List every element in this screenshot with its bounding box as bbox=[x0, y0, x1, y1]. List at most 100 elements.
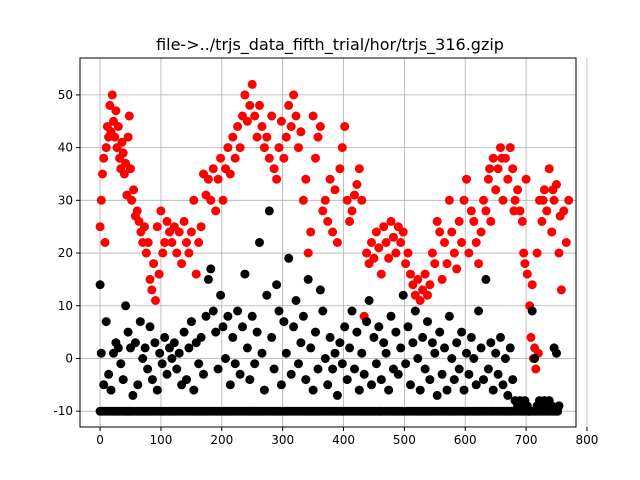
x-tick-label: 800 bbox=[576, 433, 599, 447]
x-axis-ticks: 0 100 200 300 400 500 600 700 800 bbox=[96, 427, 598, 447]
data-point bbox=[420, 364, 430, 374]
data-point bbox=[174, 227, 184, 237]
data-point bbox=[347, 206, 357, 216]
data-point bbox=[493, 369, 503, 379]
data-point bbox=[308, 111, 318, 121]
data-point bbox=[213, 364, 223, 374]
data-point bbox=[444, 311, 454, 321]
data-point bbox=[107, 90, 117, 100]
data-point bbox=[160, 332, 170, 342]
data-point bbox=[255, 238, 264, 247]
data-point bbox=[240, 269, 250, 279]
data-point bbox=[498, 380, 508, 390]
data-point bbox=[500, 354, 510, 363]
x-tick-label: 500 bbox=[393, 433, 416, 447]
data-point bbox=[106, 385, 116, 395]
data-point bbox=[95, 280, 105, 290]
data-point bbox=[337, 143, 347, 153]
data-point bbox=[216, 290, 226, 300]
data-point bbox=[179, 327, 189, 337]
data-point bbox=[147, 285, 157, 295]
data-point bbox=[289, 322, 299, 332]
data-point bbox=[105, 100, 115, 110]
data-point bbox=[457, 238, 467, 247]
data-point bbox=[542, 206, 552, 216]
data-point bbox=[308, 385, 318, 395]
data-point bbox=[442, 385, 452, 395]
data-point bbox=[462, 348, 471, 358]
data-point bbox=[152, 222, 162, 232]
data-point bbox=[126, 164, 135, 174]
data-point bbox=[116, 359, 126, 369]
data-point bbox=[357, 348, 367, 358]
data-point bbox=[379, 338, 389, 348]
x-tick-label: 0 bbox=[96, 433, 104, 447]
data-point bbox=[235, 369, 245, 379]
data-point bbox=[393, 369, 403, 379]
data-point bbox=[509, 206, 519, 216]
data-point bbox=[286, 122, 296, 131]
data-point bbox=[342, 195, 352, 205]
data-point bbox=[99, 153, 109, 163]
data-point bbox=[113, 343, 123, 353]
data-point bbox=[218, 322, 228, 332]
data-point bbox=[223, 143, 233, 153]
data-point bbox=[403, 248, 413, 258]
data-point bbox=[233, 306, 243, 316]
data-point bbox=[230, 359, 240, 369]
data-point bbox=[371, 227, 381, 237]
data-point bbox=[118, 148, 128, 158]
data-point bbox=[98, 169, 107, 179]
data-point bbox=[279, 317, 289, 327]
data-point bbox=[152, 385, 162, 395]
data-point bbox=[328, 227, 338, 237]
data-point bbox=[537, 216, 547, 226]
data-point bbox=[406, 269, 415, 279]
data-point bbox=[398, 227, 408, 237]
data-point bbox=[247, 79, 257, 89]
data-point bbox=[521, 174, 531, 184]
data-point bbox=[476, 227, 486, 237]
data-point bbox=[118, 375, 128, 385]
data-point bbox=[440, 343, 449, 353]
data-point bbox=[384, 385, 394, 395]
data-point bbox=[410, 306, 420, 316]
data-point bbox=[294, 359, 303, 369]
data-point bbox=[527, 280, 537, 290]
data-point bbox=[113, 122, 123, 131]
data-point bbox=[313, 132, 323, 142]
data-point bbox=[352, 327, 362, 337]
data-point bbox=[352, 180, 362, 189]
data-point bbox=[121, 301, 131, 311]
data-point bbox=[427, 248, 437, 258]
data-point bbox=[250, 111, 260, 121]
data-point bbox=[189, 385, 199, 395]
data-point bbox=[376, 269, 386, 279]
data-point bbox=[347, 306, 357, 316]
data-point bbox=[196, 222, 206, 232]
data-point bbox=[242, 343, 252, 353]
x-tick-label: 300 bbox=[271, 433, 294, 447]
data-point bbox=[124, 111, 134, 121]
data-point bbox=[457, 327, 467, 337]
data-point bbox=[481, 206, 491, 216]
data-point bbox=[158, 248, 168, 258]
data-point bbox=[147, 375, 157, 385]
data-point bbox=[485, 164, 495, 174]
data-point bbox=[313, 364, 323, 374]
data-point bbox=[284, 253, 294, 263]
data-point bbox=[386, 311, 396, 321]
x-tick-label: 200 bbox=[210, 433, 233, 447]
data-point bbox=[311, 327, 320, 337]
data-point bbox=[342, 375, 352, 385]
data-point bbox=[469, 216, 479, 226]
data-point bbox=[149, 259, 159, 269]
x-tick-label: 700 bbox=[515, 433, 538, 447]
data-point bbox=[252, 132, 262, 142]
data-point bbox=[553, 406, 563, 416]
x-tick-label: 100 bbox=[149, 433, 172, 447]
data-point bbox=[128, 390, 138, 400]
data-point bbox=[491, 185, 501, 195]
data-point bbox=[367, 238, 376, 247]
